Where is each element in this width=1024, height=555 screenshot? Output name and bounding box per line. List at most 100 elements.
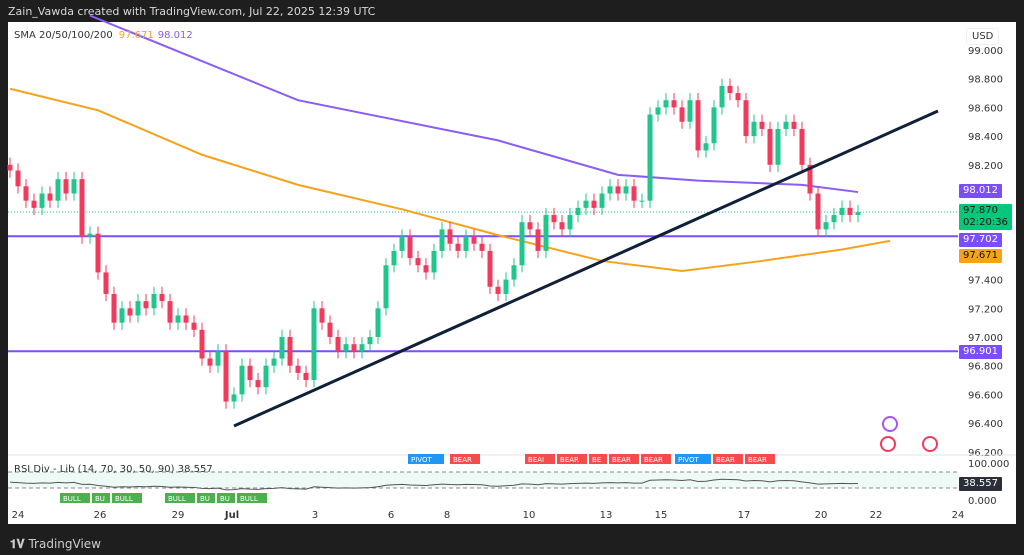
rsi-signal-text: BU — [220, 495, 230, 503]
rsi-signal-text: BEAR — [748, 456, 767, 464]
candle — [719, 85, 725, 108]
sma200-price-tag: 98.012 — [959, 184, 1002, 198]
candle — [775, 128, 781, 165]
rsi-signal-label — [217, 493, 235, 503]
candle — [631, 186, 637, 201]
price-tick: 98.200 — [968, 161, 1003, 172]
candle — [223, 351, 229, 402]
rsi-signal-label — [609, 454, 639, 464]
date-tick: 22 — [870, 510, 883, 521]
candle — [383, 265, 389, 309]
rsi-signal-text: BULL — [168, 495, 186, 503]
candle — [119, 308, 125, 323]
rsi-signal-label — [450, 454, 480, 464]
candle — [135, 301, 141, 316]
rsi-signal-text: BE — [592, 456, 601, 464]
candle — [487, 250, 493, 287]
candle — [687, 100, 693, 122]
rsi-signal-label — [525, 454, 555, 464]
candle — [439, 229, 445, 251]
date-tick: 10 — [523, 510, 536, 521]
date-tick: 29 — [172, 510, 185, 521]
candle — [799, 128, 805, 165]
rsi-price-tag: 38.557 — [959, 477, 1002, 491]
candle — [527, 222, 533, 230]
candle — [455, 243, 461, 251]
us-flag-event-icon — [880, 436, 896, 452]
candle — [239, 365, 245, 395]
price-tick: 97.400 — [968, 276, 1003, 287]
candle — [623, 186, 629, 194]
footer-text: TradingView — [28, 537, 101, 551]
sma200-value: 98.012 — [157, 30, 193, 41]
us-flag-event-icon — [922, 436, 938, 452]
sma-legend[interactable]: SMA 20/50/100/200 97.671 98.012 — [14, 30, 193, 41]
candle — [639, 200, 645, 202]
candle — [807, 164, 813, 194]
rsi-signal-text: BULL — [63, 495, 81, 503]
rsi-signal-label — [112, 493, 142, 503]
rsi-signal-label — [165, 493, 195, 503]
candle — [295, 365, 301, 373]
candle — [407, 236, 413, 259]
rsi-signal-label — [60, 493, 90, 503]
candle — [847, 207, 853, 216]
rsi-axis-tick: 100.000 — [968, 459, 1009, 470]
rsi-signal-label — [589, 454, 607, 464]
candle — [415, 258, 421, 266]
candle — [711, 107, 717, 144]
candle — [399, 236, 405, 251]
candle — [391, 250, 397, 266]
price-tick: 97.200 — [968, 304, 1003, 315]
hline1-price-tag: 97.702 — [959, 233, 1002, 247]
price-tick: 96.600 — [968, 390, 1003, 401]
chart-header: Zain_Vawda created with TradingView.com,… — [8, 5, 376, 18]
candle — [815, 193, 821, 230]
candle — [647, 114, 653, 201]
rsi-signal-text: PIVOT — [678, 456, 699, 464]
price-tick: 96.400 — [968, 419, 1003, 430]
candle — [47, 193, 53, 201]
price-tick: 99.000 — [968, 46, 1003, 57]
trendline — [233, 109, 939, 428]
candle — [175, 315, 181, 323]
candle — [655, 107, 661, 115]
candle — [23, 186, 29, 201]
candle — [535, 229, 541, 251]
date-tick: 26 — [94, 510, 107, 521]
currency-button[interactable]: USD — [966, 28, 1000, 45]
rsi-signal-label — [557, 454, 587, 464]
candle — [727, 85, 733, 94]
candle — [375, 308, 381, 337]
date-tick: 17 — [738, 510, 751, 521]
candle — [231, 394, 237, 402]
candle — [111, 293, 117, 323]
rsi-signal-text: BU — [95, 495, 105, 503]
rsi-signal-label — [92, 493, 110, 503]
rsi-legend[interactable]: RSI Div - Lib (14, 70, 30, 50, 90) 38.55… — [14, 464, 213, 475]
price-tick: 98.600 — [968, 103, 1003, 114]
sma200-line — [89, 14, 859, 194]
candle — [335, 337, 341, 352]
rsi-signal-label — [675, 454, 711, 464]
tradingview-logo: 𝟏𝐕 TradingView — [10, 537, 101, 551]
candle — [279, 337, 285, 359]
candle — [71, 179, 77, 194]
candle — [511, 265, 517, 280]
hline2-price-tag: 96.901 — [959, 345, 1002, 359]
date-tick: 20 — [815, 510, 828, 521]
price-tick: 96.800 — [968, 362, 1003, 373]
date-tick: 15 — [655, 510, 668, 521]
rsi-signal-text: BU — [200, 495, 210, 503]
candle — [463, 236, 469, 251]
candle — [663, 100, 669, 108]
rsi-legend-value: 38.557 — [177, 464, 213, 475]
candle — [759, 121, 765, 129]
date-tick: Jul — [224, 510, 239, 521]
sma100-line — [9, 87, 891, 272]
candle — [55, 179, 61, 201]
candle — [191, 322, 197, 330]
rsi-signal-label — [237, 493, 267, 503]
candle — [743, 100, 749, 137]
